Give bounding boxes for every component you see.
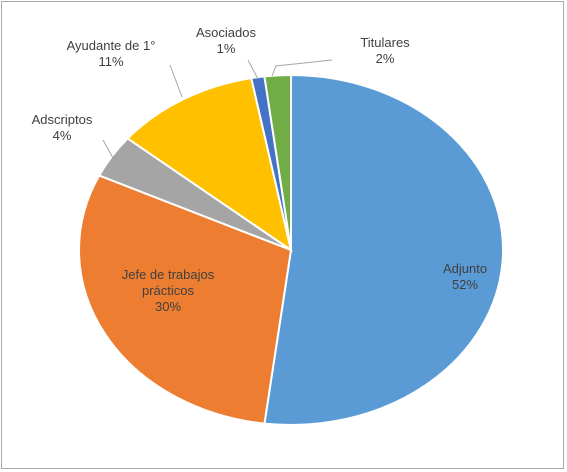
data-labels: Titulares 2% Asociados 1% Ayudante de 1°… [32, 25, 487, 314]
label-adjunto-percent: 52% [452, 277, 478, 292]
label-asociados-name: Asociados [196, 25, 256, 40]
pie-slice-titulares [263, 73, 292, 251]
label-adjunto-name: Adjunto [443, 261, 487, 276]
leader-line-titulares [271, 59, 333, 77]
label-asociados-percent: 1% [217, 41, 236, 56]
label-titulares-name: Titulares [360, 35, 410, 50]
pie-slice-jefe-de-trabajos-pr-cticos [78, 174, 293, 425]
label-adscriptos-percent: 4% [53, 128, 72, 143]
leader-lines [102, 59, 333, 159]
label-jefe-line1: Jefe de trabajos [122, 267, 215, 282]
label-ayudante-name: Ayudante de 1° [67, 38, 156, 53]
label-titulares-percent: 2% [376, 51, 395, 66]
pie-slice-adjunto [263, 73, 504, 426]
pie-slices [78, 73, 504, 426]
leader-line-ayudante [169, 64, 183, 98]
label-jefe-percent: 30% [155, 299, 181, 314]
label-adscriptos-name: Adscriptos [32, 112, 93, 127]
leader-line-adscriptos [102, 139, 114, 159]
pie-slice-ayudante-de-1 [126, 76, 293, 253]
leader-line-asociados [247, 59, 259, 80]
label-jefe-line2: prácticos [142, 283, 195, 298]
label-ayudante-percent: 11% [98, 54, 123, 69]
